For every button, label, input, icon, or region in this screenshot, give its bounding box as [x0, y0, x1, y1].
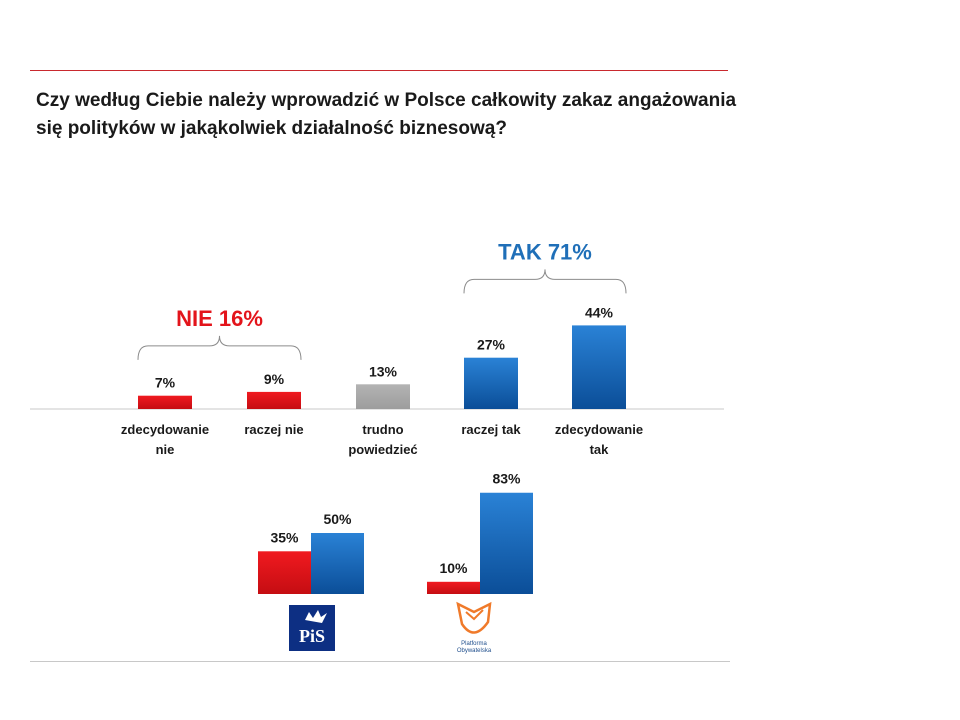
- pis-eagle-icon: [305, 610, 327, 623]
- pis-logo-background: [289, 605, 335, 651]
- category-label-1: zdecydowanie: [121, 422, 209, 437]
- bottom-divider-rule: [30, 661, 730, 662]
- question-title: Czy według Ciebie należy wprowadzić w Po…: [36, 87, 826, 143]
- category-label-1: nie: [156, 442, 175, 457]
- bar-3: [356, 384, 410, 409]
- party-bar-2-1: [427, 581, 480, 594]
- party-bar-1-1: [258, 551, 311, 594]
- category-label-4: raczej tak: [461, 422, 521, 437]
- question-line-1: Czy według Ciebie należy wprowadzić w Po…: [36, 90, 737, 111]
- category-label-3: trudno: [362, 422, 403, 437]
- po-inner-stroke-icon: [465, 609, 484, 621]
- party-bar-1-2: [311, 533, 364, 594]
- po-logo-text-line-1: Platforma: [461, 641, 487, 647]
- bar-4: [464, 357, 518, 409]
- bar-1: [138, 395, 192, 409]
- group-label-2: TAK 71%: [498, 239, 592, 264]
- po-heart-icon: [456, 601, 492, 634]
- group-bracket-2: [463, 269, 627, 294]
- top-divider-rule: [30, 70, 728, 71]
- po-logo-text-line-2: Obywatelska: [457, 648, 492, 654]
- party-bar-chart: 35% 50% 10% 83%: [258, 471, 533, 594]
- pis-logo: PiS: [289, 605, 335, 651]
- bar-value-label-2: 9%: [264, 371, 285, 387]
- group-label-1: NIE 16%: [176, 306, 263, 331]
- bar-value-label-5: 44%: [585, 304, 614, 320]
- main-bar-chart: 7% zdecydowanie nie 9% raczej nie 13% trudno po…: [30, 239, 724, 457]
- bar-5: [572, 325, 626, 409]
- party-bar-2-2: [480, 492, 533, 594]
- party-bar-value-label-2-1: 10%: [439, 560, 468, 576]
- category-label-5: tak: [590, 442, 610, 457]
- bar-2: [247, 391, 301, 409]
- category-label-5: zdecydowanie: [555, 422, 643, 437]
- bar-value-label-3: 13%: [369, 363, 398, 379]
- party-bar-value-label-1-1: 35%: [270, 529, 299, 545]
- bar-value-label-4: 27%: [477, 337, 506, 353]
- party-bar-value-label-1-2: 50%: [323, 511, 352, 527]
- party-bar-value-label-2-2: 83%: [492, 471, 521, 487]
- group-bracket-1: [137, 335, 302, 360]
- category-label-2: raczej nie: [244, 422, 303, 437]
- bar-value-label-1: 7%: [155, 375, 176, 391]
- pis-logo-text: PiS: [299, 626, 325, 646]
- question-line-2: się polityków w jakąkolwiek działalność …: [36, 118, 507, 139]
- category-label-3: powiedzieć: [348, 442, 417, 457]
